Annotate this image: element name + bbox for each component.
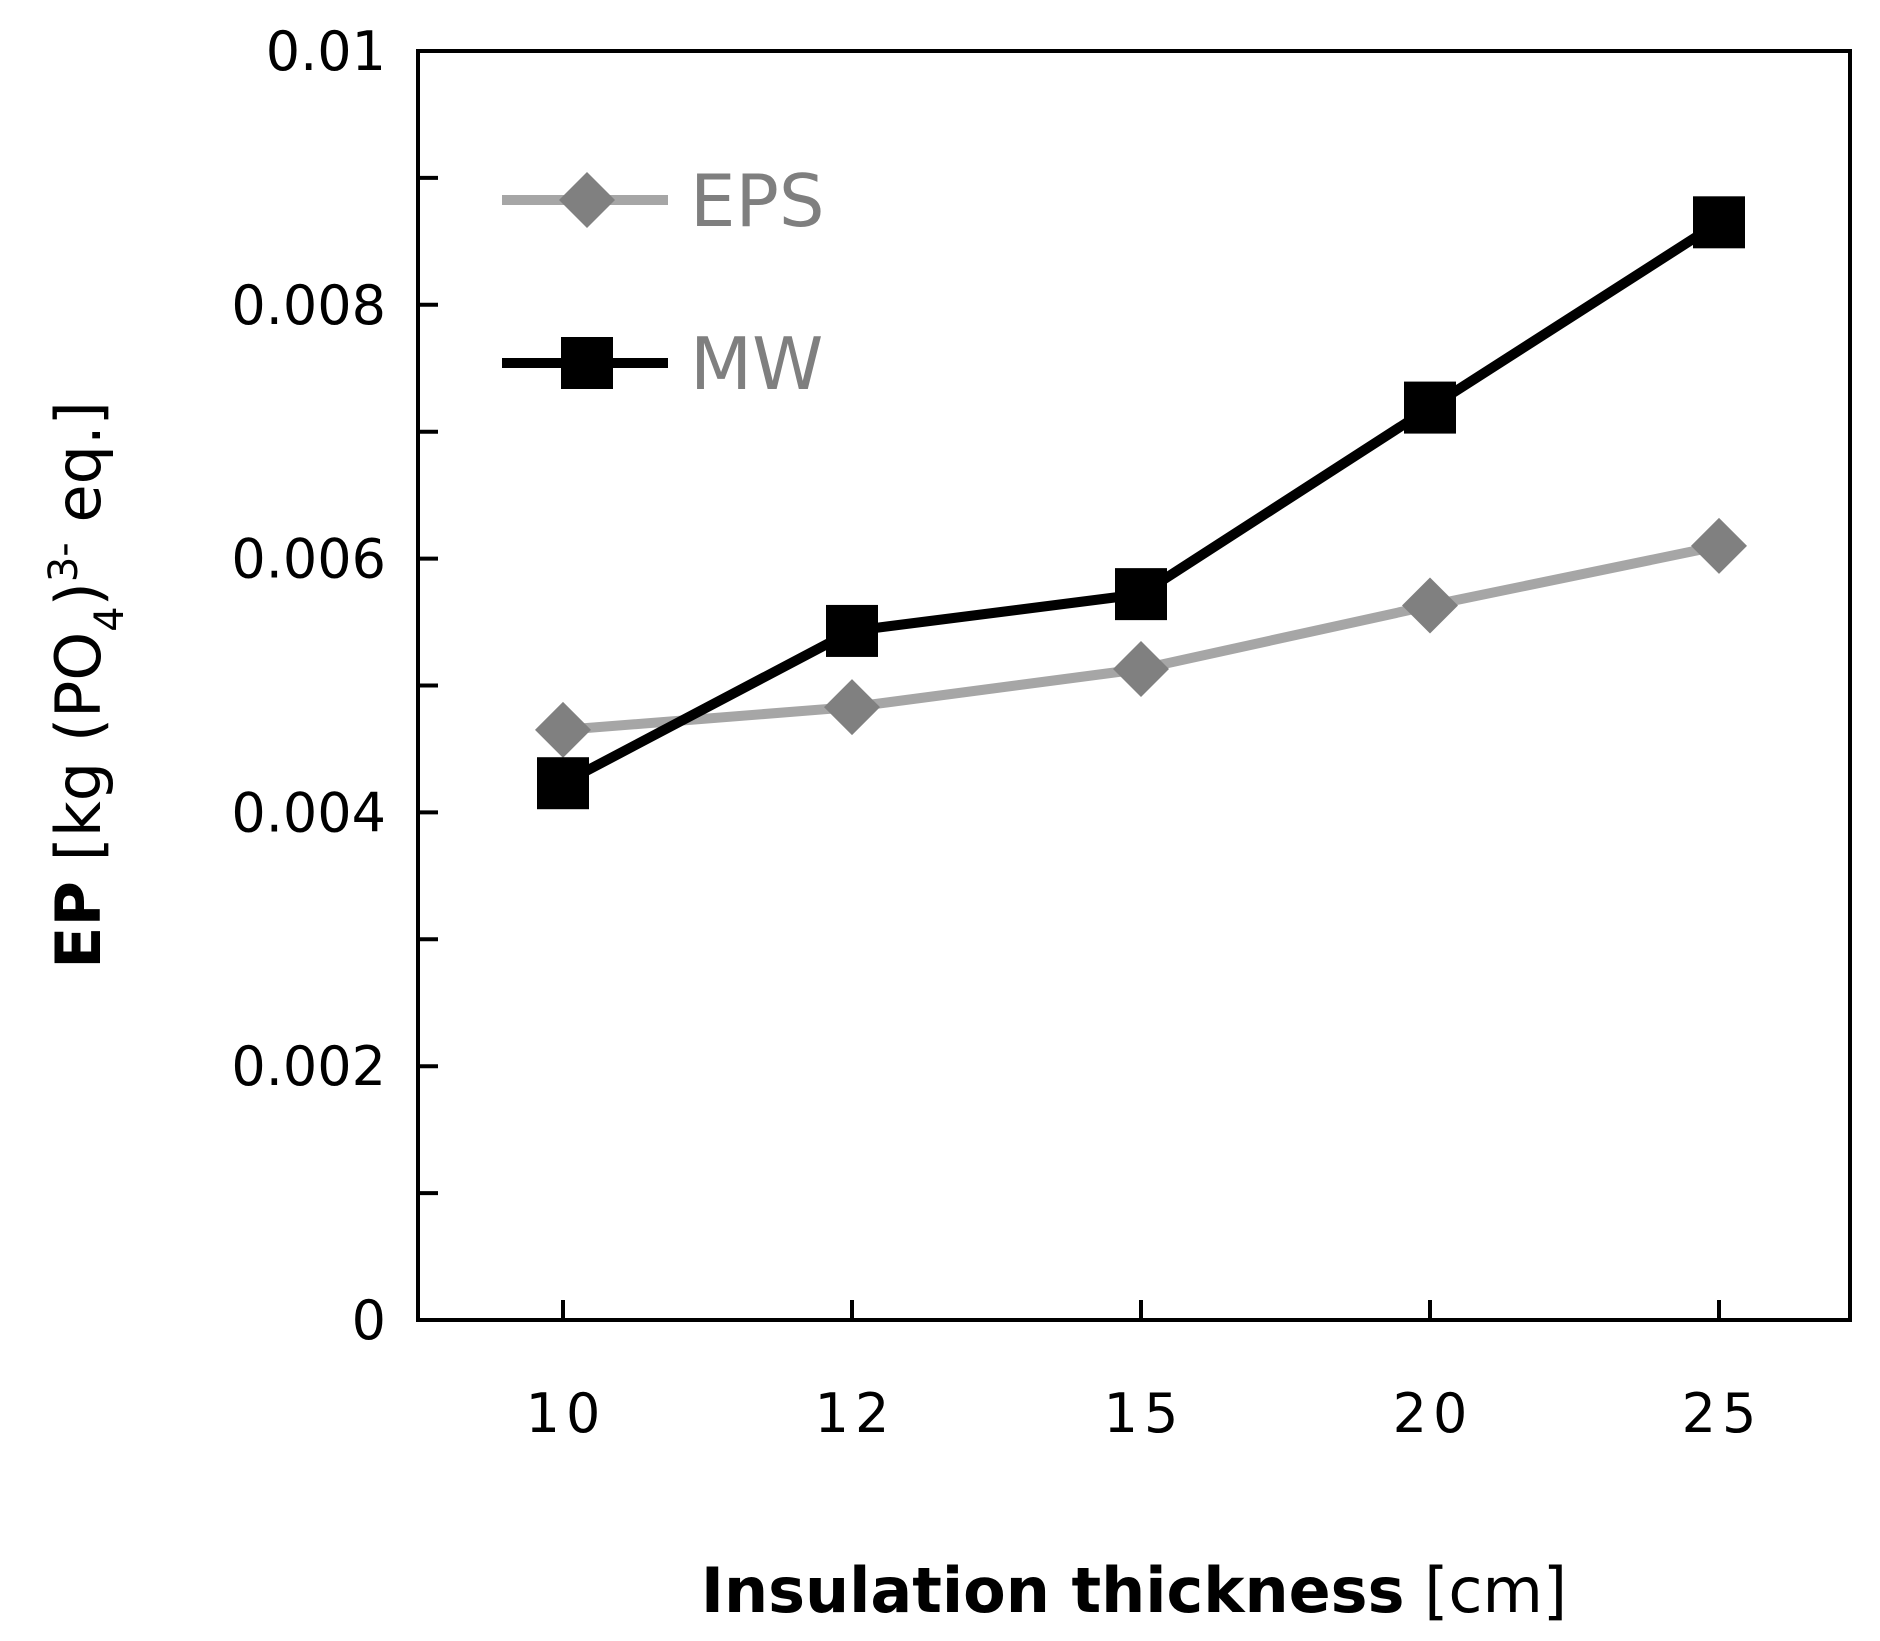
legend-item-eps: EPS [502,159,825,243]
legend-marker-eps [559,172,615,228]
y-tick-label: 0.006 [231,528,386,591]
y-tick-label: 0 [352,1289,386,1352]
x-tick-label: 20 [1393,1382,1474,1445]
y-axis-title-sub: 4 [87,606,133,631]
series-mw [537,196,1745,810]
legend: EPS MW [502,159,825,406]
data-point-eps [1691,517,1747,574]
data-point-mw [1693,196,1745,249]
legend-label-mw: MW [690,322,823,406]
data-point-eps [1113,641,1169,698]
x-axis-title: Insulation thickness [cm] [701,1554,1567,1627]
y-axis-title-bold: EP [42,881,115,969]
x-tick-label: 25 [1682,1382,1763,1445]
y-axis: 0 0.002 0.004 0.006 0.008 0.01 [231,20,438,1352]
series-line-mw [560,218,1722,788]
data-point-eps [824,679,880,736]
y-axis-title: EP [kg (PO4)3- eq.] [41,401,133,969]
x-axis-title-unit: [cm] [1404,1554,1567,1627]
series-layer [535,196,1747,810]
legend-item-mw: MW [502,322,823,406]
data-point-mw [826,604,878,657]
y-tick-label: 0.01 [266,20,386,83]
data-point-mw [1404,381,1456,434]
data-point-eps [1402,577,1458,634]
y-tick-label: 0.002 [231,1035,386,1098]
y-axis-title-sup: 3- [41,542,87,582]
y-axis-title-pre: [kg (PO [42,632,115,881]
x-axis: 10 12 15 20 25 [526,1300,1763,1445]
series-eps [535,517,1747,758]
x-tick-label: 10 [526,1382,607,1445]
y-axis-title-post: eq.] [42,401,115,542]
x-axis-title-bold: Insulation thickness [701,1554,1405,1627]
legend-marker-mw [561,337,613,389]
x-tick-label: 15 [1104,1382,1185,1445]
x-tick-label: 12 [815,1382,896,1445]
legend-label-eps: EPS [690,159,825,243]
data-point-mw [537,757,589,810]
y-tick-label: 0.004 [231,781,386,844]
data-point-mw [1115,568,1167,621]
y-tick-label: 0.008 [231,274,386,337]
data-point-eps [535,701,591,758]
y-axis-title-mid: ) [42,582,115,606]
